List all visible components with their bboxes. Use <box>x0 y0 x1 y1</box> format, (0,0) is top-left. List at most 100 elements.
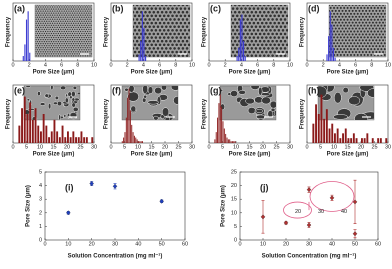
hist-bar <box>229 139 231 143</box>
pore <box>39 54 42 57</box>
pore <box>76 12 79 15</box>
pore <box>179 50 183 54</box>
pore <box>62 48 65 51</box>
pore <box>181 39 185 43</box>
pore <box>181 24 185 29</box>
x-tick-label: 10 <box>260 241 266 247</box>
pore <box>48 20 51 23</box>
pore <box>189 18 190 21</box>
hist-bar <box>223 128 225 143</box>
pore <box>45 44 48 47</box>
pore <box>359 30 363 33</box>
pore <box>91 30 92 33</box>
pore <box>64 32 67 35</box>
pore <box>364 9 368 13</box>
pore <box>51 50 54 53</box>
pore <box>166 43 171 47</box>
hist-bar <box>140 41 142 61</box>
pore <box>69 40 72 43</box>
pore <box>80 32 83 35</box>
pore <box>81 18 85 21</box>
hist-bar <box>244 56 246 61</box>
pore <box>170 35 175 40</box>
hist-bar <box>61 125 64 143</box>
pore <box>164 39 169 43</box>
pore <box>44 5 47 9</box>
pore <box>77 30 80 33</box>
x-tick-label: 20 <box>64 144 70 150</box>
pore <box>351 5 355 7</box>
pore <box>55 28 58 31</box>
pore <box>262 24 267 29</box>
pore <box>371 9 375 13</box>
pore <box>90 16 92 19</box>
pore <box>87 44 90 47</box>
pore <box>78 56 80 57</box>
y-tick-label: 4 <box>39 183 42 189</box>
x-tick-label: 60 <box>375 241 381 247</box>
x-tick-label: 0 <box>238 241 241 247</box>
pore <box>266 53 271 57</box>
pore <box>378 50 382 54</box>
point <box>329 195 335 201</box>
hist-bar <box>339 138 342 143</box>
plot-frame <box>110 2 193 62</box>
pore <box>38 36 41 39</box>
pore <box>86 54 89 57</box>
pore <box>133 17 135 22</box>
pore <box>373 47 377 51</box>
hist-bar <box>342 133 344 143</box>
pore <box>143 17 148 22</box>
y-tick-label: 1 <box>39 224 42 230</box>
pore <box>275 24 279 29</box>
pore <box>385 21 386 25</box>
pore <box>39 26 42 29</box>
pore <box>135 5 139 7</box>
pore <box>62 56 64 57</box>
x-tick-label: 10 <box>331 144 337 150</box>
pore <box>187 43 190 47</box>
pore <box>60 38 63 41</box>
pore <box>51 46 54 49</box>
pore <box>361 50 365 54</box>
hist-bar <box>215 132 217 143</box>
pore <box>133 14 137 18</box>
hist-bar <box>91 137 94 143</box>
pore <box>332 12 336 16</box>
pore <box>258 17 262 22</box>
pore <box>66 5 69 7</box>
panel-label: (j) <box>260 182 269 192</box>
pore <box>385 38 386 42</box>
pore <box>272 43 277 47</box>
pore <box>369 47 373 51</box>
pore <box>156 5 160 7</box>
x-tick-label: 5 <box>221 144 224 150</box>
pore <box>374 50 378 54</box>
pore <box>58 22 61 25</box>
pore <box>83 40 86 43</box>
pore <box>334 44 338 48</box>
pore <box>376 18 380 22</box>
pore <box>64 5 67 7</box>
pore <box>86 22 89 25</box>
pore <box>376 24 380 28</box>
pore <box>279 24 283 29</box>
pore <box>233 39 237 43</box>
pore <box>50 56 52 57</box>
pore <box>65 38 68 41</box>
hist-bar <box>352 133 355 143</box>
pore <box>51 26 54 29</box>
pore <box>137 6 141 11</box>
pore <box>347 27 351 30</box>
hist-bar <box>323 118 326 143</box>
pore <box>58 38 61 41</box>
pore <box>72 107 79 112</box>
pore <box>363 24 366 28</box>
pore <box>168 53 173 57</box>
hist-bar <box>125 117 127 143</box>
pore <box>77 26 80 29</box>
hist-bar <box>53 119 56 143</box>
pore <box>91 22 92 25</box>
pore <box>76 48 79 51</box>
